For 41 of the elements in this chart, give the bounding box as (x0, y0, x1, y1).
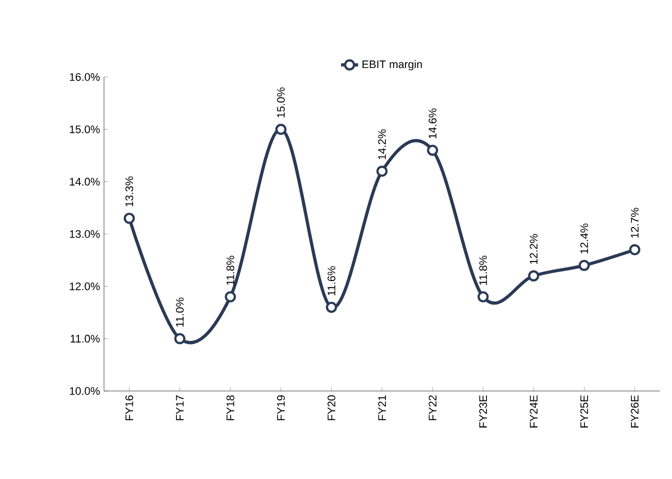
data-label: 14.2% (378, 129, 386, 160)
x-tick-label: FY23E (479, 395, 487, 428)
y-tick-label: 11.0% (70, 334, 100, 343)
x-tick-label: FY19 (277, 395, 285, 420)
data-label: 11.8% (479, 256, 487, 285)
x-tick-label: FY22 (428, 395, 436, 420)
point (174, 333, 186, 344)
x-tick-label: FY16 (125, 395, 134, 420)
x-tick-label: FY18 (226, 395, 234, 420)
point (326, 302, 338, 313)
data-label: 11.8% (226, 256, 234, 285)
point (124, 212, 135, 224)
y-tick-label: 16.0% (70, 73, 100, 81)
point (376, 166, 388, 177)
data-label: 13.3% (125, 176, 134, 206)
data-label: 15.0% (277, 88, 285, 118)
x-tick-label: FY21 (378, 395, 386, 420)
data-label: 14.6% (428, 108, 436, 138)
y-tick-label: 15.0% (70, 125, 100, 134)
y-tick-label: 13.0% (70, 230, 100, 238)
point (578, 260, 590, 271)
point (629, 244, 640, 256)
data-label: 11.6% (328, 266, 336, 296)
data-label: 12.7% (630, 208, 639, 238)
point (224, 291, 236, 302)
data-label: 11.0% (176, 298, 184, 327)
point (478, 291, 489, 302)
x-tick-label: FY20 (328, 395, 336, 420)
x-tick-label: FY24E (530, 395, 538, 428)
x-tick-label: FY17 (176, 395, 184, 420)
x-tick-label: FY26E (630, 395, 639, 428)
point (528, 270, 540, 282)
point (426, 144, 438, 156)
data-label: 12.4% (580, 224, 588, 254)
y-tick-label: 10.0% (70, 387, 100, 395)
point (275, 124, 286, 135)
y-tick-label: 12.0% (70, 282, 100, 290)
legend-label: EBIT margin (362, 60, 422, 70)
data-label: 12.2% (530, 234, 538, 264)
x-tick-label: FY25E (580, 395, 588, 428)
y-tick-label: 14.0% (70, 178, 100, 186)
